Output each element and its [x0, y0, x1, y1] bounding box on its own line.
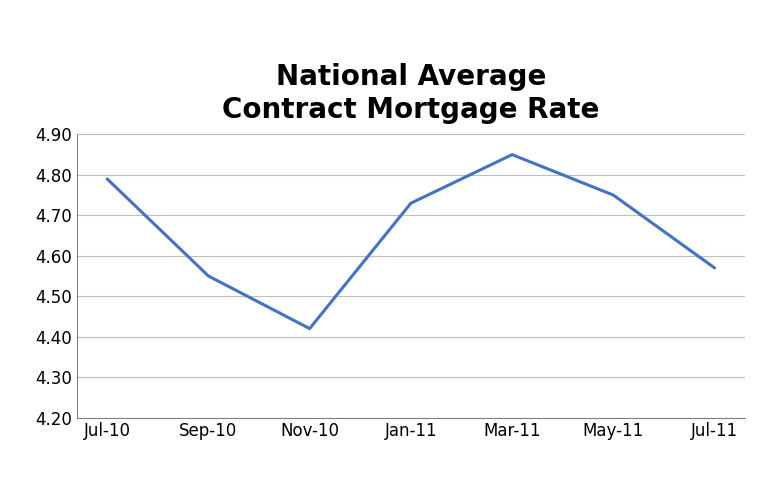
Title: National Average
Contract Mortgage Rate: National Average Contract Mortgage Rate [222, 63, 600, 124]
